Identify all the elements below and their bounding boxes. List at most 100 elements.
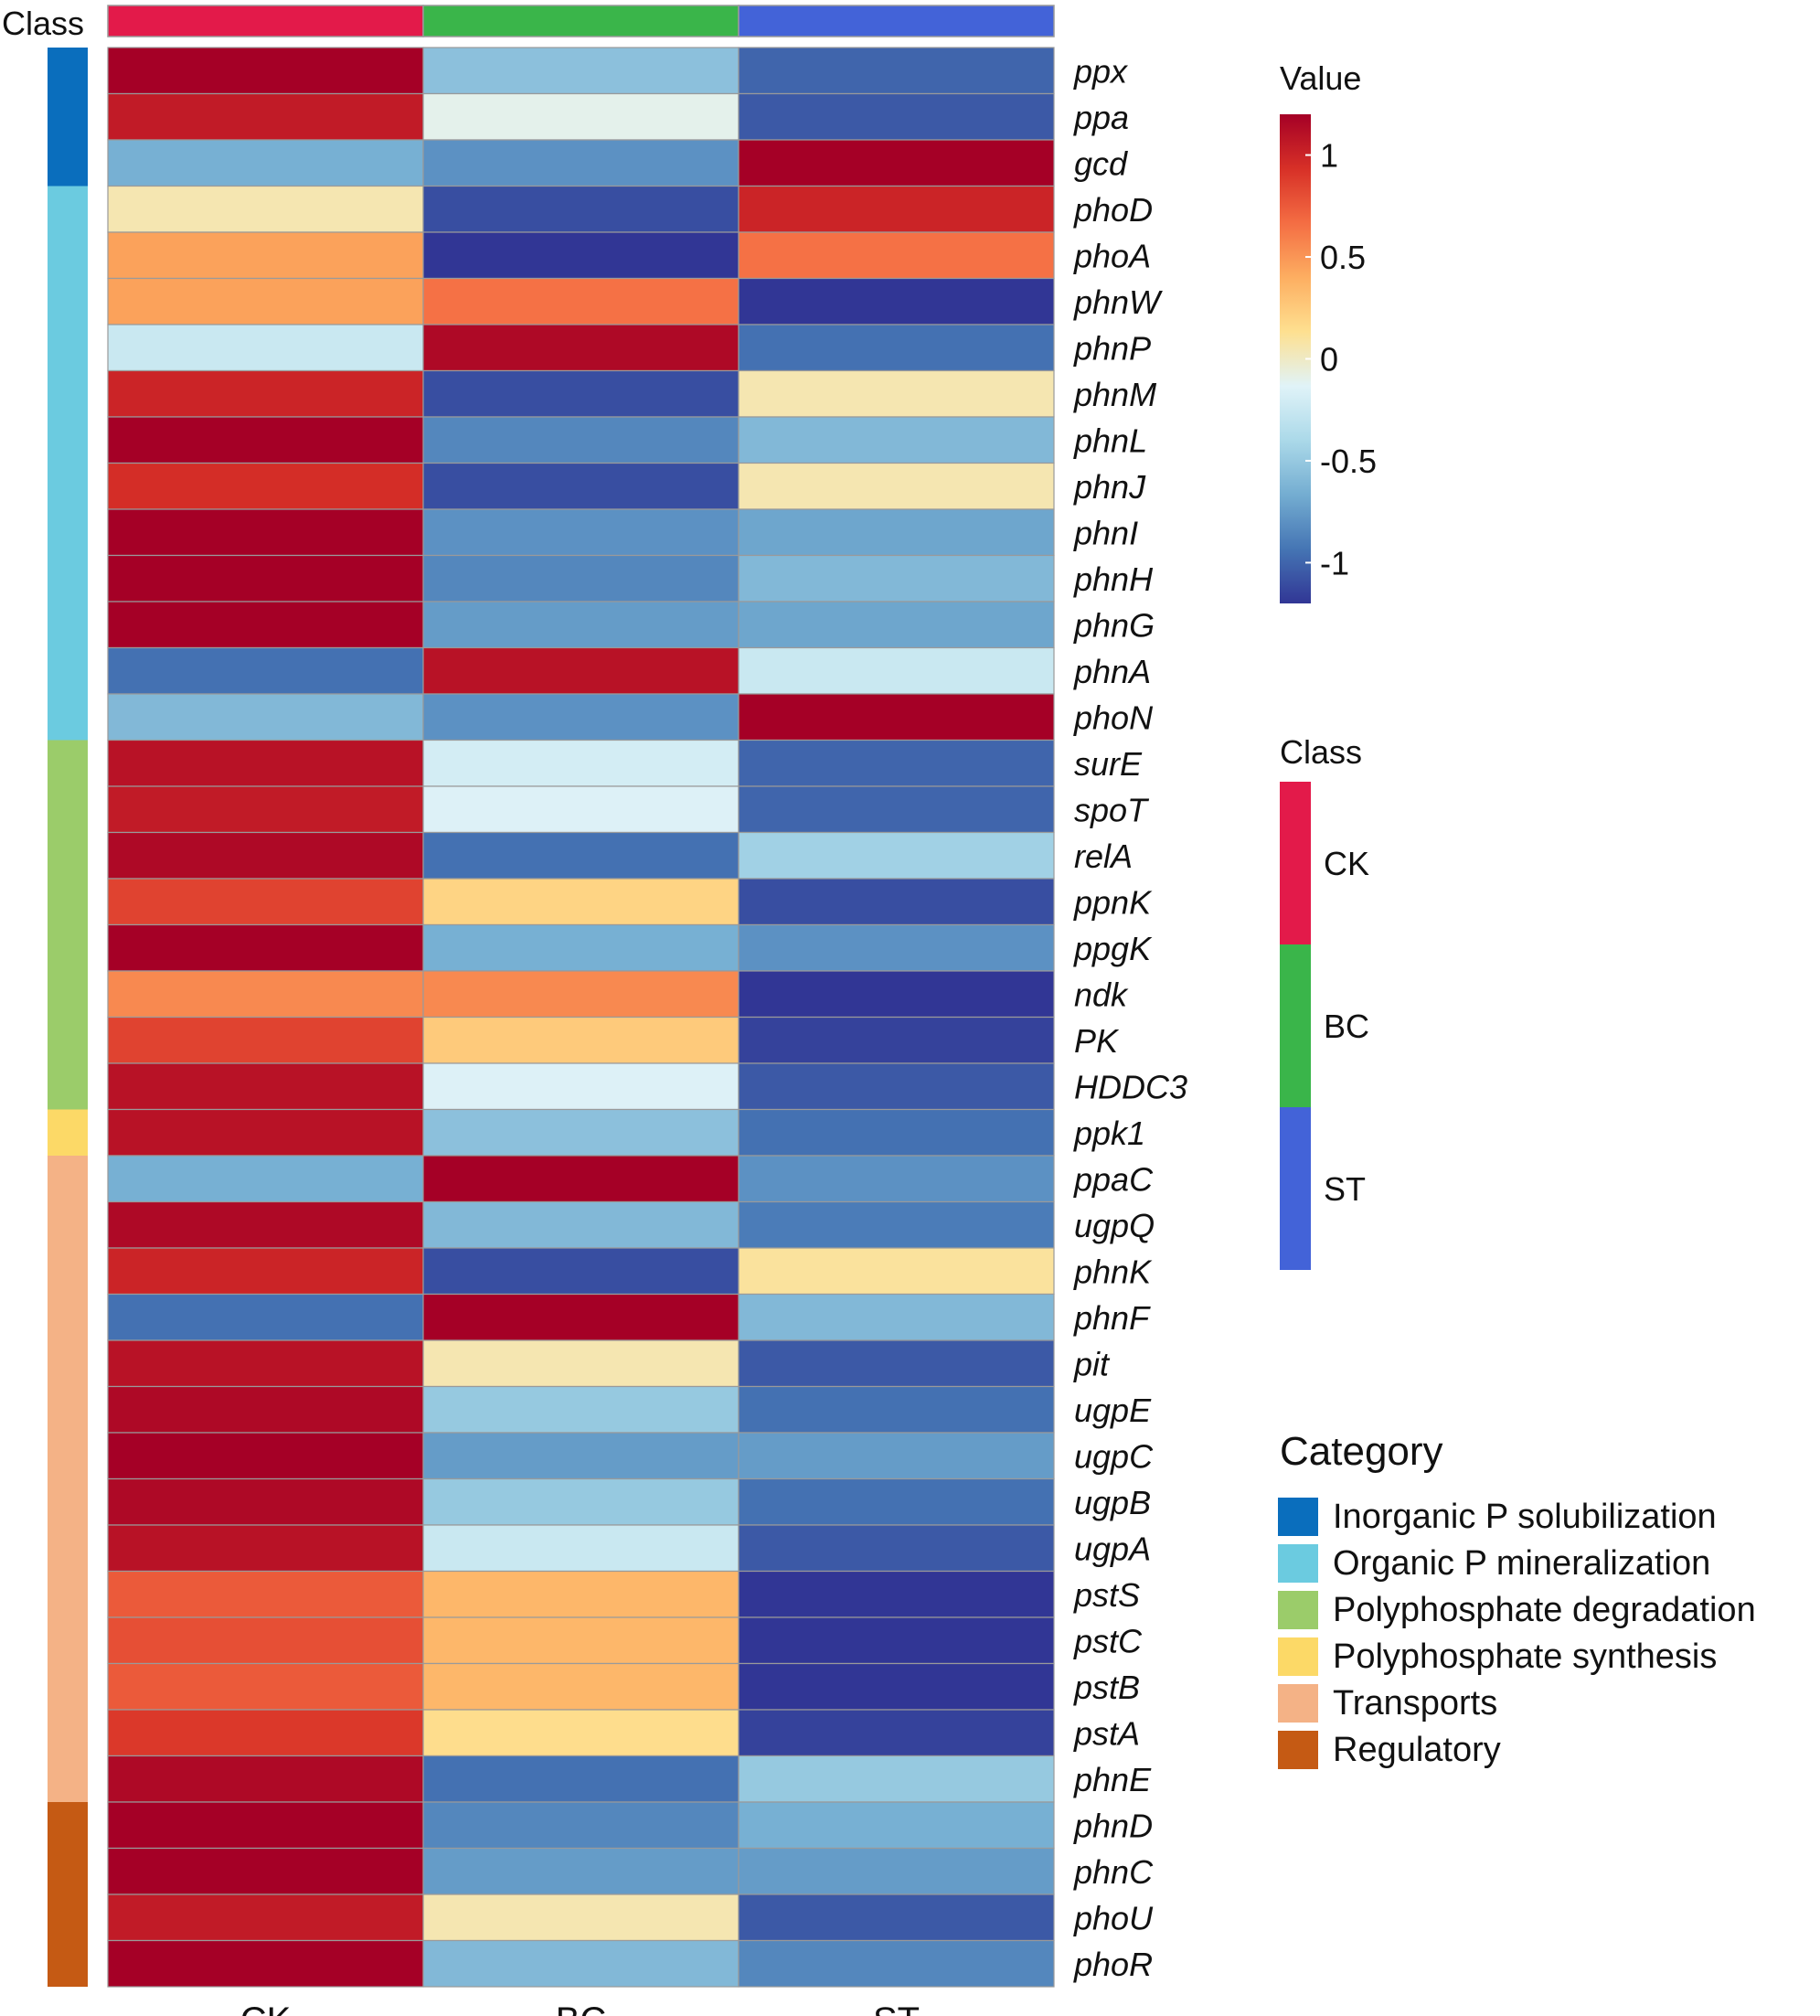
- heatmap-cell-phnC-bc: [422, 1847, 740, 1895]
- heatmap-cell-surE-ck: [107, 739, 424, 787]
- value-tick-label: -0.5: [1320, 443, 1377, 480]
- row-label-ppa: ppa: [1073, 99, 1129, 136]
- heatmap-cell-phnW-st: [738, 277, 1055, 325]
- heatmap-cell-spoT-bc: [422, 785, 740, 834]
- heatmap-cell-phnI-bc: [422, 508, 740, 557]
- column-label-st: ST: [873, 2000, 920, 2016]
- heatmap-cell-phnK-bc: [422, 1247, 740, 1296]
- heatmap-cell-ugpC-bc: [422, 1432, 740, 1480]
- value-tick-label: 0: [1320, 341, 1338, 379]
- row-label-phnA: phnA: [1073, 653, 1151, 690]
- class-legend-title: Class: [1280, 733, 1362, 771]
- heatmap-cell-ndk-bc: [422, 970, 740, 1019]
- heatmap-cell-ugpQ-st: [738, 1200, 1055, 1249]
- class-bar-bc: [422, 5, 740, 37]
- heatmap-cell-PK-bc: [422, 1016, 740, 1064]
- heatmap-cell-phnG-st: [738, 601, 1055, 649]
- heatmap-cell-pstB-st: [738, 1662, 1055, 1711]
- heatmap-cell-ugpA-bc: [422, 1524, 740, 1573]
- heatmap-cell-phoU-ck: [107, 1893, 424, 1942]
- row-label-phoR: phoR: [1073, 1946, 1153, 1983]
- heatmap-cell-phnD-st: [738, 1801, 1055, 1850]
- heatmap-cell-ugpA-st: [738, 1524, 1055, 1573]
- heatmap-cell-phnD-ck: [107, 1801, 424, 1850]
- heatmap-cell-phoD-st: [738, 185, 1055, 233]
- row-label-phnI: phnI: [1073, 514, 1138, 551]
- class-legend-swatch-st: [1280, 1107, 1311, 1270]
- heatmap-cell-phnH-ck: [107, 554, 424, 603]
- heatmap-cell-spoT-st: [738, 785, 1055, 834]
- row-label-phnP: phnP: [1073, 329, 1151, 367]
- heatmap-cell-gcd-ck: [107, 139, 424, 187]
- heatmap-cell-phnI-st: [738, 508, 1055, 557]
- row-label-phnC: phnC: [1073, 1853, 1154, 1891]
- row-label-phnD: phnD: [1073, 1807, 1153, 1844]
- heatmap-cell-phoN-st: [738, 693, 1055, 741]
- category-segment-transports: [48, 1156, 88, 1802]
- class-legend-label-ck: CK: [1324, 845, 1369, 882]
- row-label-phoD: phoD: [1073, 191, 1153, 229]
- heatmap-cell-ppaC-st: [738, 1155, 1055, 1203]
- heatmap-cell-ugpB-ck: [107, 1477, 424, 1526]
- category-legend-label-inorganic-p-solubilization: Inorganic P solubilization: [1333, 1498, 1717, 1536]
- heatmap-cell-ppk1-bc: [422, 1108, 740, 1157]
- heatmap-cell-ppaC-ck: [107, 1155, 424, 1203]
- heatmap-cell-phoA-st: [738, 231, 1055, 280]
- heatmap-cell-phnG-ck: [107, 601, 424, 649]
- heatmap-cell-phnA-ck: [107, 646, 424, 695]
- heatmap-cell-phnJ-bc: [422, 462, 740, 510]
- category-legend-label-organic-p-mineralization: Organic P mineralization: [1333, 1544, 1710, 1583]
- heatmap-cell-phnJ-st: [738, 462, 1055, 510]
- heatmap-cell-pstC-st: [738, 1616, 1055, 1665]
- heatmap-cell-phnG-bc: [422, 601, 740, 649]
- row-label-ppaC: ppaC: [1073, 1160, 1154, 1198]
- heatmap-cell-HDDC3-st: [738, 1062, 1055, 1111]
- row-label-relA: relA: [1074, 837, 1133, 875]
- heatmap-cell-ugpB-bc: [422, 1477, 740, 1526]
- class-legend-label-st: ST: [1324, 1170, 1366, 1208]
- row-label-ugpQ: ugpQ: [1074, 1207, 1155, 1244]
- heatmap-cell-phnK-ck: [107, 1247, 424, 1296]
- heatmap-cell-phnL-bc: [422, 416, 740, 464]
- heatmap-cell-relA-bc: [422, 831, 740, 880]
- category-legend-label-regulatory: Regulatory: [1333, 1731, 1501, 1769]
- class-bar-ck: [107, 5, 424, 37]
- heatmap-cell-ugpC-ck: [107, 1432, 424, 1480]
- row-label-pstA: pstA: [1073, 1714, 1140, 1752]
- class-header-label: Class: [2, 5, 84, 42]
- heatmap-cell-pstA-st: [738, 1709, 1055, 1757]
- class-legend-label-bc: BC: [1324, 1008, 1369, 1045]
- heatmap-cell-phnI-ck: [107, 508, 424, 557]
- heatmap-cell-ugpQ-ck: [107, 1200, 424, 1249]
- heatmap-cell-phnC-ck: [107, 1847, 424, 1895]
- heatmap-cell-phnW-bc: [422, 277, 740, 325]
- value-tick-label: -1: [1320, 544, 1349, 581]
- heatmap-cell-phnE-ck: [107, 1755, 424, 1803]
- category-segment-polyphosphate-degradation: [48, 740, 88, 1110]
- class-legend-swatch-ck: [1280, 782, 1311, 944]
- heatmap-cell-phoA-ck: [107, 231, 424, 280]
- row-label-phoN: phoN: [1073, 699, 1154, 736]
- heatmap-cell-relA-ck: [107, 831, 424, 880]
- row-label-phnK: phnK: [1073, 1253, 1153, 1290]
- category-legend-label-polyphosphate-degradation: Polyphosphate degradation: [1333, 1591, 1756, 1629]
- category-legend-swatch-regulatory: [1278, 1731, 1318, 1769]
- heatmap-cell-phnM-st: [738, 369, 1055, 418]
- heatmap-cell-pstS-st: [738, 1570, 1055, 1618]
- category-legend-swatch-polyphosphate-synthesis: [1278, 1637, 1318, 1676]
- value-tick-label: 1: [1320, 137, 1338, 175]
- row-label-ugpB: ugpB: [1074, 1484, 1151, 1521]
- heatmap-cell-phnL-ck: [107, 416, 424, 464]
- heatmap-cell-ndk-st: [738, 970, 1055, 1019]
- row-label-phoA: phoA: [1073, 237, 1151, 274]
- heatmap-cell-phnP-st: [738, 324, 1055, 372]
- category-legend-swatch-transports: [1278, 1684, 1318, 1723]
- heatmap-cell-phnW-ck: [107, 277, 424, 325]
- category-segment-regulatory: [48, 1802, 88, 1987]
- heatmap-cell-surE-bc: [422, 739, 740, 787]
- heatmap-cell-phnE-bc: [422, 1755, 740, 1803]
- heatmap-cell-phoD-bc: [422, 185, 740, 233]
- row-label-phnE: phnE: [1073, 1761, 1152, 1798]
- row-label-phnM: phnM: [1073, 376, 1156, 413]
